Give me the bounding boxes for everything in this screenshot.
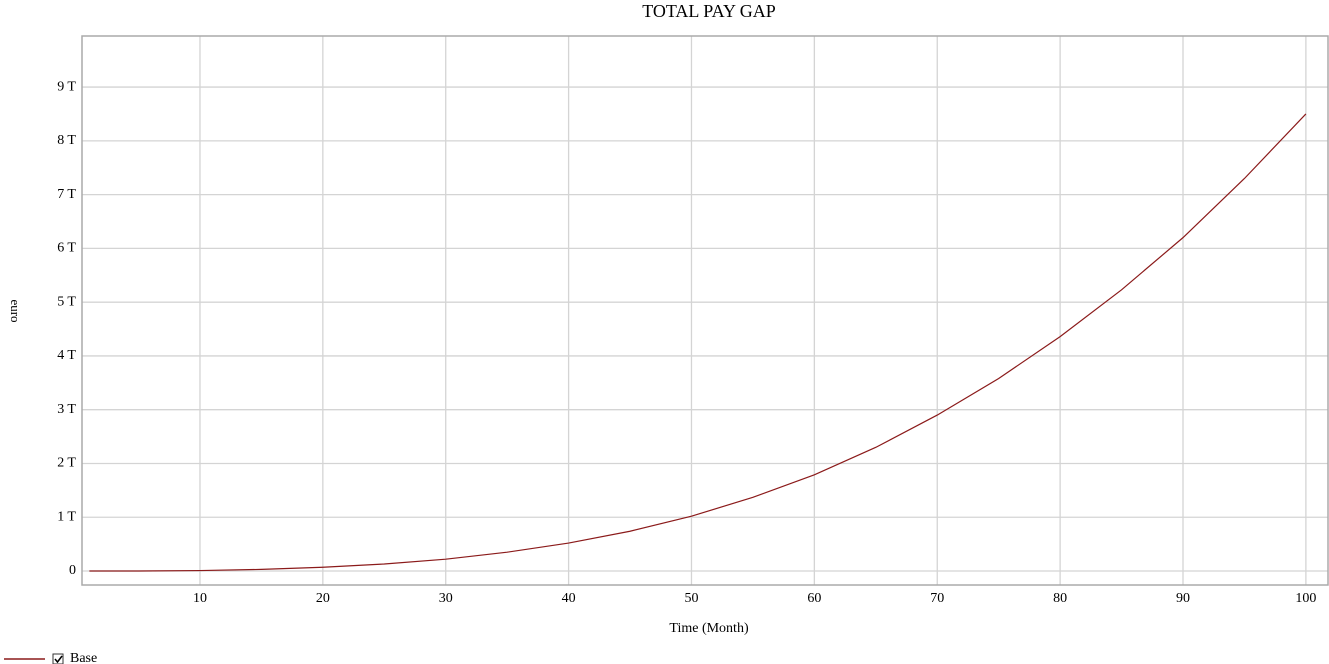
y-tick-label: 2 T [57, 456, 76, 471]
x-tick-label: 60 [807, 591, 821, 606]
y-tick-label: 3 T [57, 402, 76, 417]
y-tick-label: 6 T [57, 241, 76, 256]
x-tick-label: 40 [562, 591, 576, 606]
x-tick-label: 10 [193, 591, 207, 606]
checkmark [54, 655, 63, 664]
y-axis-label: euro [8, 299, 23, 322]
x-tick-label: 20 [316, 591, 330, 606]
y-tick-label: 0 [69, 563, 76, 578]
legend-checkbox[interactable] [52, 653, 64, 664]
y-tick-label: 9 T [57, 79, 76, 94]
x-tick-label: 50 [684, 591, 698, 606]
x-tick-label: 100 [1295, 591, 1316, 606]
x-tick-label: 90 [1176, 591, 1190, 606]
y-tick-label: 7 T [57, 187, 76, 202]
legend: Base [4, 651, 97, 664]
x-tick-label: 80 [1053, 591, 1067, 606]
chart-title: TOTAL PAY GAP [642, 1, 776, 21]
x-tick-label: 30 [439, 591, 453, 606]
plot-frame [81, 35, 1329, 586]
y-tick-label: 1 T [57, 509, 76, 524]
legend-label: Base [70, 651, 97, 664]
x-axis-label: Time (Month) [669, 621, 749, 636]
data-line [89, 113, 1307, 572]
y-tick-label: 5 T [57, 294, 76, 309]
y-tick-label: 8 T [57, 133, 76, 148]
x-tick-label: 70 [930, 591, 944, 606]
y-tick-label: 4 T [57, 348, 76, 363]
